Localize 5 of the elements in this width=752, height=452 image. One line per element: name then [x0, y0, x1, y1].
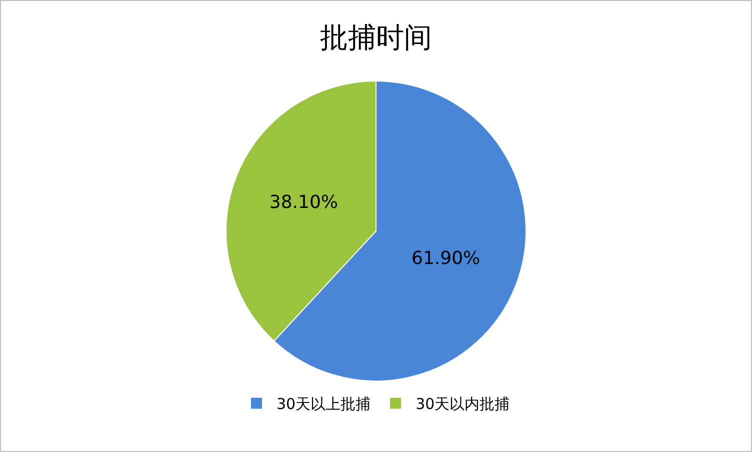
legend-label: 30天以内批捕: [416, 395, 510, 414]
legend-label: 30天以上批捕: [276, 395, 371, 414]
data-label: 61.90%: [412, 248, 480, 269]
data-label: 38.10%: [269, 192, 338, 214]
chart-title: 批捕时间: [320, 20, 432, 54]
